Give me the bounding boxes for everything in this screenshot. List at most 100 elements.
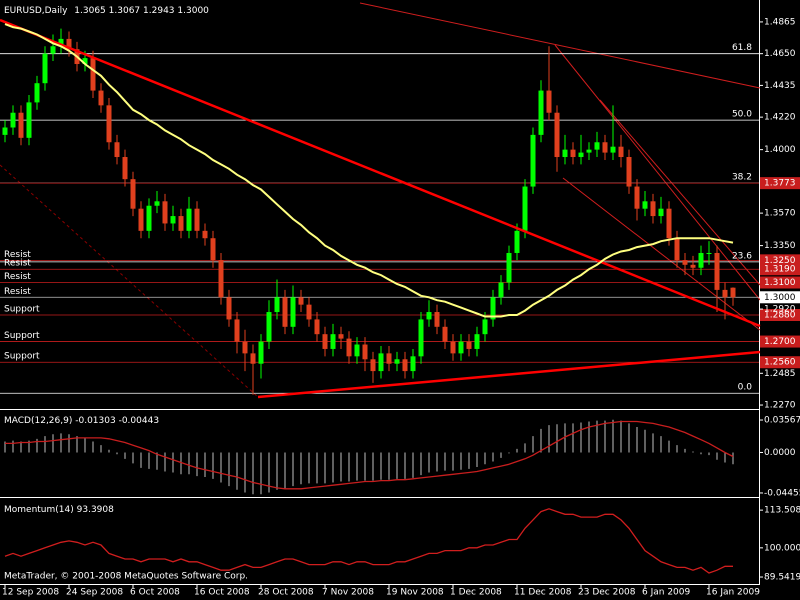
level-tag: Resist [4,287,31,297]
candle-body [330,334,336,349]
fibo-label: 23.6 [732,251,752,261]
signal-line [5,420,734,490]
candle-body [218,260,224,298]
x-tick-label: 24 Sep 2008 [66,588,123,598]
candle-body [658,208,664,217]
open-value: 1.3065 [74,6,106,16]
candle-body [34,83,40,103]
candle-body [634,186,640,209]
x-tick-label: 16 Jan 2009 [706,588,760,598]
candle-body [402,359,408,372]
candle-body [194,208,200,231]
candle-body [714,252,720,290]
candle-body [442,326,448,342]
symbol: EURUSD,Daily [4,6,68,16]
level-label: 1.2560 [764,358,796,368]
candle-body [210,238,216,261]
candle-body [474,334,480,349]
x-tick-label: 23 Dec 2008 [578,588,636,598]
candle-body [82,58,88,65]
candle-body [650,201,656,217]
y-tick-label: 1.2485 [764,369,796,379]
level-box [760,177,800,190]
trendline [554,44,761,301]
candle-body [98,90,104,106]
y-tick-label: 89.5419 [764,573,800,583]
candle-body [490,297,496,320]
level-tag: Support [4,304,40,314]
candle-body [354,344,360,357]
y-tick-label: 113.5086 [764,506,800,516]
candle-body [554,112,560,158]
candle-body [618,146,624,158]
x-tick-label: 19 Nov 2008 [386,588,444,598]
candle-body [546,90,552,113]
y-tick-label: 0.03567 [764,416,800,426]
y-tick-label: 1.4865 [764,17,796,27]
candle-body [250,353,256,364]
y-tick-label: 1.4435 [764,81,796,91]
candle-body [322,334,328,349]
macd-header: MACD(12,26,9) -0.01303 -0.00443 [4,416,159,426]
candle-body [570,149,576,158]
trendline [599,99,761,286]
candle-body [274,297,280,313]
trendline [0,164,259,398]
candle-body [106,105,112,143]
candle-body [154,201,160,206]
y-tick-label: 1.3570 [764,209,796,219]
candle-body [418,319,424,357]
candle-body [162,201,168,224]
candle-body [266,312,272,342]
y-tick-label: 1.4650 [764,49,796,59]
fibo-label: 38.2 [732,173,752,183]
candle-body [202,230,208,239]
y-tick-label: -0.04455 [764,488,800,498]
level-tag: Resist [4,259,31,269]
candle-body [42,53,48,84]
candle-body [610,146,616,153]
signal-value: -0.00443 [119,416,159,426]
candle-body [258,341,264,364]
candle-body [674,238,680,261]
candle-body [114,142,120,158]
candle-body [146,205,152,231]
candle-body [434,312,440,327]
candle-body [298,297,304,305]
candle-body [682,260,688,265]
level-label: 1.3190 [764,265,796,275]
candle-body [378,353,384,372]
candle-body [482,319,488,335]
candle-body [50,46,56,54]
fibo-label: 61.8 [732,43,752,53]
trendline [257,350,761,399]
candle-body [362,344,368,360]
level-label: 1.3100 [764,278,796,288]
candle-body [458,341,464,354]
macd-value: -0.01303 [75,416,115,426]
candle-body [586,149,592,153]
momentum-value: 93.3908 [77,505,114,515]
x-tick-label: 16 Oct 2008 [194,588,250,598]
candle-body [306,304,312,320]
level-label: 1.3773 [764,179,796,189]
x-tick-label: 12 Sep 2008 [2,588,59,598]
candle-body [170,216,176,224]
candle-body [130,179,136,209]
level-box [760,276,800,289]
candle-body [578,152,584,158]
candle-body [370,359,376,372]
trendlines [0,2,761,398]
candle-body [386,353,392,364]
candle-body [538,90,544,135]
candle-body [530,134,536,187]
candle-body [730,287,736,298]
y-tick-label: 0.0000 [764,448,796,458]
candle-body [562,149,568,158]
candle-body [498,282,504,298]
candle-body [26,102,32,138]
chart-header: EURUSD,Daily 1.3065 1.3067 1.2943 1.3000 [4,6,209,16]
candle-body [594,142,600,150]
y-tick-label: 1.2270 [764,401,796,411]
